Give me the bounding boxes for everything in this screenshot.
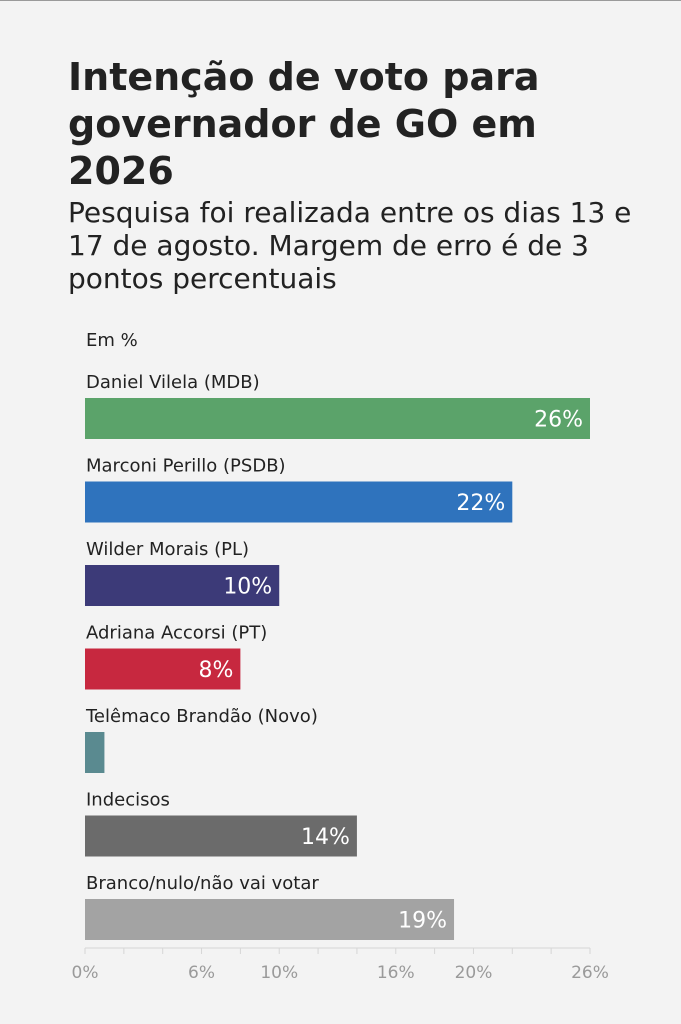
bar-value-label: 26% (534, 408, 583, 433)
bar-value-label: 10% (223, 575, 272, 600)
category-label: Marconi Perillo (PSDB) (86, 456, 286, 477)
category-label: Indecisos (86, 790, 170, 811)
x-tick-label: 16% (377, 963, 415, 983)
bar (85, 899, 455, 940)
bar (85, 398, 590, 439)
chart-subtitle: Pesquisa foi realizada entre os dias 13 … (68, 196, 632, 295)
bar (85, 815, 357, 857)
x-tick-label: 20% (455, 963, 493, 983)
bar (85, 732, 105, 773)
bar (85, 481, 513, 523)
bar (85, 565, 280, 606)
category-label: Wilder Morais (PL) (86, 539, 249, 560)
chart-title: Intenção de voto para governador de GO e… (68, 55, 540, 193)
x-tick-label: 6% (188, 963, 215, 983)
category-label: Branco/nulo/não vai votar (86, 873, 319, 894)
category-label: Adriana Accorsi (PT) (86, 623, 267, 644)
x-tick-label: 0% (72, 963, 99, 983)
x-tick-label: 26% (571, 963, 609, 983)
x-axis: 0% 6% 10% 16% 20% 26% (72, 947, 609, 983)
top-rule (0, 0, 681, 1)
x-tick-label: 10% (260, 963, 298, 983)
unit-label: Em % (86, 330, 138, 351)
bars: Daniel Vilela (MDB) 26% Marconi Perillo (P… (85, 372, 590, 940)
bar (85, 648, 241, 690)
bar-value-label: 19% (398, 909, 447, 934)
category-label: Telêmaco Brandão (Novo) (85, 706, 318, 727)
category-label: Daniel Vilela (MDB) (86, 372, 260, 393)
bar-value-label: 8% (198, 658, 233, 683)
bar-value-label: 22% (456, 491, 505, 516)
bar-value-label: 14% (301, 825, 350, 850)
